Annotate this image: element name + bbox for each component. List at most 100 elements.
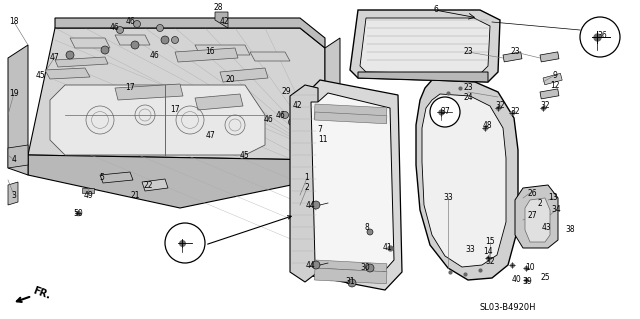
Text: 21: 21	[131, 191, 140, 201]
Text: 12: 12	[550, 80, 560, 90]
Circle shape	[430, 97, 460, 127]
Text: 25: 25	[540, 273, 550, 283]
Text: 32: 32	[485, 257, 495, 266]
Polygon shape	[250, 52, 290, 61]
Text: 16: 16	[205, 48, 215, 56]
Text: 45: 45	[240, 151, 250, 160]
Text: 28: 28	[213, 4, 223, 12]
Polygon shape	[360, 18, 490, 74]
Polygon shape	[175, 48, 238, 62]
Text: 46: 46	[110, 24, 120, 33]
Polygon shape	[70, 38, 110, 48]
Text: 10: 10	[525, 263, 535, 272]
Text: 45: 45	[35, 70, 45, 79]
Polygon shape	[8, 145, 28, 168]
Polygon shape	[215, 12, 228, 28]
Polygon shape	[115, 35, 150, 45]
Polygon shape	[100, 172, 133, 183]
Text: 6: 6	[433, 5, 438, 14]
Text: 18: 18	[9, 18, 19, 26]
Text: 27: 27	[527, 211, 537, 219]
Polygon shape	[28, 28, 325, 160]
Text: 33: 33	[465, 246, 475, 255]
Text: 14: 14	[483, 248, 493, 256]
Text: 46: 46	[263, 115, 273, 124]
Text: 1: 1	[305, 174, 309, 182]
Text: 40: 40	[511, 276, 521, 285]
Text: 34: 34	[551, 205, 561, 214]
Text: 23: 23	[463, 84, 473, 93]
Polygon shape	[416, 80, 518, 280]
Text: 32: 32	[495, 100, 505, 109]
Text: 48: 48	[482, 121, 492, 130]
Text: 5: 5	[100, 174, 104, 182]
Text: 33: 33	[443, 194, 453, 203]
Polygon shape	[45, 68, 90, 79]
Text: 43: 43	[541, 224, 551, 233]
Polygon shape	[358, 72, 488, 82]
Text: 46: 46	[150, 50, 160, 60]
Circle shape	[161, 36, 169, 44]
Text: 23: 23	[510, 48, 520, 56]
Bar	[82, 188, 94, 193]
Text: 2: 2	[305, 183, 309, 192]
Bar	[540, 89, 559, 99]
Circle shape	[289, 118, 296, 125]
Polygon shape	[290, 85, 318, 282]
Text: 2: 2	[538, 198, 542, 207]
Text: 19: 19	[9, 88, 19, 98]
Text: 23: 23	[463, 48, 473, 56]
Circle shape	[312, 201, 320, 209]
Polygon shape	[220, 68, 268, 82]
Text: 11: 11	[318, 136, 328, 145]
Polygon shape	[525, 198, 550, 242]
Text: 20: 20	[225, 76, 235, 85]
Text: 29: 29	[281, 87, 291, 97]
Circle shape	[367, 229, 373, 235]
Text: 32: 32	[540, 100, 550, 109]
Polygon shape	[422, 94, 506, 267]
Text: 46: 46	[275, 110, 285, 120]
Polygon shape	[142, 179, 168, 191]
Bar	[314, 268, 387, 284]
Text: 3: 3	[12, 190, 17, 199]
Text: 44: 44	[305, 201, 315, 210]
Bar	[543, 73, 562, 85]
Circle shape	[134, 20, 141, 27]
Circle shape	[157, 25, 163, 32]
Circle shape	[101, 46, 109, 54]
Text: 9: 9	[552, 70, 557, 79]
Text: 47: 47	[205, 130, 215, 139]
Polygon shape	[115, 84, 183, 100]
Text: 49: 49	[83, 190, 93, 199]
Text: 17: 17	[125, 84, 135, 93]
Circle shape	[172, 36, 179, 43]
Polygon shape	[515, 185, 558, 248]
Text: 22: 22	[143, 181, 153, 189]
Circle shape	[131, 41, 139, 49]
Text: FR.: FR.	[32, 285, 52, 301]
Polygon shape	[350, 10, 500, 82]
Text: 36: 36	[597, 31, 607, 40]
Text: 39: 39	[522, 277, 532, 286]
Text: 32: 32	[510, 108, 520, 116]
Text: 47: 47	[50, 53, 60, 62]
Text: 26: 26	[527, 189, 537, 197]
Text: 44: 44	[305, 261, 315, 270]
Text: 50: 50	[73, 209, 83, 218]
Circle shape	[580, 17, 620, 57]
Circle shape	[282, 112, 289, 118]
Bar	[314, 104, 387, 123]
Bar	[503, 52, 522, 62]
Polygon shape	[8, 45, 28, 175]
Polygon shape	[55, 18, 325, 48]
Text: 38: 38	[565, 226, 575, 234]
Text: 24: 24	[463, 93, 473, 101]
Bar	[315, 112, 387, 124]
Polygon shape	[55, 57, 108, 67]
Circle shape	[312, 261, 320, 269]
Polygon shape	[28, 155, 325, 208]
Text: 8: 8	[365, 224, 369, 233]
Text: 41: 41	[382, 243, 392, 253]
Bar	[315, 260, 387, 272]
